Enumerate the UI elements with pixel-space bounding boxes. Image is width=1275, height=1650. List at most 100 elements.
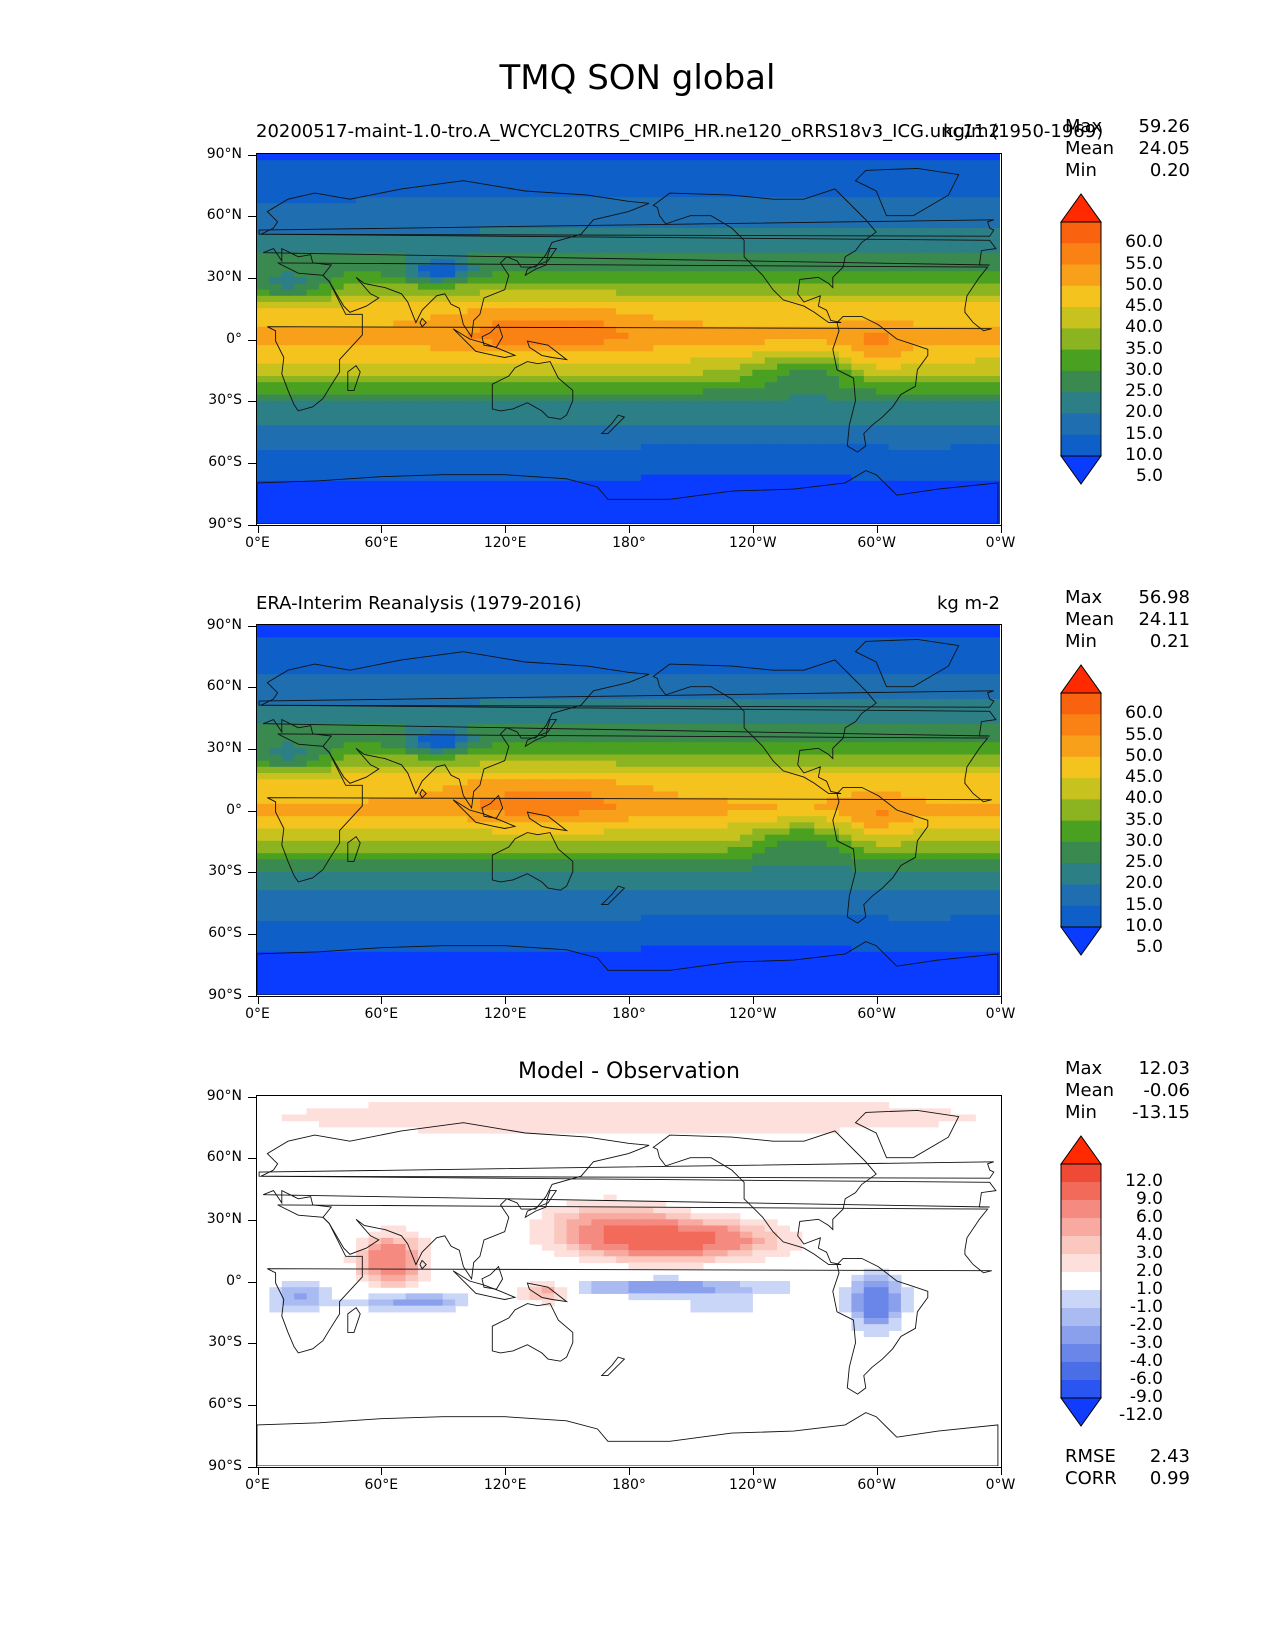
field-cell [442,742,456,749]
field-cell [764,499,778,507]
field-cell [640,184,654,192]
field-cell [417,705,431,712]
field-cell [541,437,555,445]
field-cell [591,166,605,174]
field-cell [764,705,778,712]
field-cell [368,674,382,682]
field-cell [368,505,382,513]
field-cell [863,723,877,731]
field-cell [504,480,518,488]
field-cell [777,468,791,476]
field-cell [863,308,877,315]
field-cell [578,742,592,749]
field-cell [987,252,1000,260]
field-cell [814,184,828,192]
field-cell [975,655,989,663]
field-cell [356,674,370,682]
field-cell [777,240,791,248]
field-cell [814,345,828,352]
field-cell [752,166,766,174]
colorbar-tick-label: 15.0 [1125,423,1163,444]
field-cell [417,308,431,315]
field-cell [578,332,592,340]
field-cell [925,400,939,408]
field-cell [281,172,295,180]
field-cell [591,345,605,352]
field-cell [356,649,370,657]
field-cell [900,674,914,682]
field-cell [417,655,431,663]
field-cell [269,487,283,494]
field-cell [331,345,345,352]
field-cell [702,517,716,524]
field-cell [764,320,778,328]
field-cell [752,351,766,359]
field-cell [430,662,444,669]
field-cell [888,382,902,389]
field-cell [764,203,778,211]
field-cell [430,221,444,229]
field-cell [504,277,518,285]
field-cell [863,283,877,291]
field-cell [393,505,407,513]
field-cell [925,655,939,663]
field-cell [938,154,952,161]
field-cell [554,637,568,645]
field-cell [975,400,989,408]
field-cell [665,172,679,180]
field-cell [925,376,939,383]
field-cell [380,295,394,303]
field-cell [430,443,444,451]
field-cell [318,345,332,352]
field-cell [257,184,270,192]
field-cell [814,252,828,260]
field-cell [257,437,270,445]
panel-1-field [257,154,1000,524]
field-cell [343,631,357,638]
field-cell [343,655,357,663]
field-cell [380,517,394,524]
field-cell [281,625,295,632]
field-cell [306,468,320,476]
field-cell [715,625,729,632]
field-cell [801,487,815,494]
field-cell [417,246,431,254]
field-cell [318,320,332,328]
field-cell [764,246,778,254]
field-cell [739,517,753,524]
field-cell [417,209,431,217]
field-cell [529,431,543,439]
field-cell [554,462,568,470]
coastline-india-sri [419,317,427,328]
field-cell [380,649,394,657]
field-cell [739,692,753,700]
field-cell [380,505,394,513]
field-cell [975,302,989,309]
field-cell [876,456,890,463]
field-cell [380,203,394,211]
field-cell [257,419,270,426]
field-cell [826,203,840,211]
field-cell [777,480,791,488]
field-cell [517,345,531,352]
field-cell [603,649,617,657]
field-cell [318,450,332,457]
field-cell [554,450,568,457]
field-cell [318,662,332,669]
field-cell [653,748,667,756]
field-cell [257,499,270,507]
field-cell [318,295,332,303]
field-cell [975,252,989,260]
field-cell [343,351,357,359]
field-cell [541,517,555,524]
field-cell [517,283,531,291]
field-cell [554,154,568,161]
field-cell [578,258,592,266]
field-cell [653,246,667,254]
field-cell [393,711,407,719]
field-cell [479,705,493,712]
field-cell [529,443,543,451]
panel-2-stat-mean-label: Mean [1065,609,1115,630]
field-cell [702,711,716,719]
field-cell [517,517,531,524]
